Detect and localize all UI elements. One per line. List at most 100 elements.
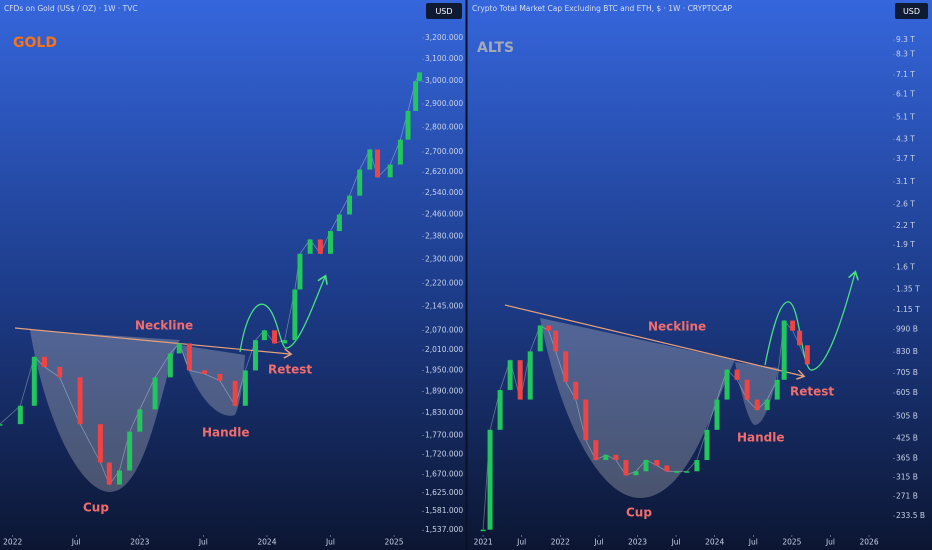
candle [317,239,323,254]
candle [781,320,787,380]
y-tick-label: 2.2 T [896,221,915,230]
x-tick-label: 2026 [860,538,879,547]
candle [31,356,37,406]
candle [623,460,629,476]
x-tick-label: Jul [71,538,81,547]
y-tick-label: 1,581.000 [425,506,463,515]
y-tick-label: 2,300.000 [425,255,463,264]
candle [116,470,122,485]
candle [704,429,710,461]
x-tick-label: Jul [593,538,603,547]
candle [137,409,143,432]
candle [397,139,403,165]
price-line [482,319,808,530]
candle [754,399,760,411]
y-tick-label: 605 B [896,388,918,397]
candle [252,340,258,371]
candle [106,462,112,485]
symbol-label: ALTS [477,40,514,56]
y-tick-label: 1,770.000 [425,430,463,439]
y-tick-label: 1,625.000 [425,488,463,497]
candle [242,370,248,406]
candle [643,460,649,472]
cup-shape [30,330,180,492]
symbol-label: GOLD [13,35,57,51]
x-tick-label: 2025 [782,538,801,547]
y-tick-label: 2,900.000 [425,99,463,108]
x-tick-label: 2022 [3,538,22,547]
candle [297,253,303,290]
candle [77,377,83,425]
candle [744,379,750,400]
y-tick-label: 2,380.000 [425,232,463,241]
y-tick-label: 7.1 T [896,70,915,79]
y-tick-label: 2,220.000 [425,278,463,287]
x-tick-label: Jul [516,538,526,547]
candle [724,369,730,400]
x-tick-label: 2024 [257,538,276,547]
y-tick-label: 3,000.000 [425,76,463,85]
y-tick-label: 1.9 T [896,240,915,249]
annotation: Retest [790,385,834,399]
y-tick-label: 1,890.000 [425,386,463,395]
y-tick-label: 2,620.000 [425,167,463,176]
annotation: Neckline [135,319,193,333]
candle [480,529,486,532]
y-tick-label: 3.1 T [896,177,915,186]
annotation: Handle [202,426,250,440]
y-tick-label: 2,700.000 [425,147,463,156]
annotation: Neckline [648,320,706,334]
y-tick-label: 1.6 T [896,262,915,271]
candle [336,214,342,232]
candle [272,330,278,344]
candle [282,340,288,344]
y-tick-label: 1,830.000 [425,408,463,417]
candle [347,195,353,215]
candle [327,231,333,254]
neckline [504,304,803,376]
y-tick-label: 990 B [896,324,918,333]
candle [416,72,422,82]
candle [603,454,609,461]
y-tick-label: 1,720.000 [425,450,463,459]
annotation: Retest [268,363,312,377]
candle [0,424,3,426]
candle [232,380,238,406]
candle [546,325,552,331]
candle [375,149,381,178]
candle [684,471,690,473]
y-tick-label: 2,800.000 [425,123,463,132]
y-tick-label: 1,670.000 [425,469,463,478]
y-tick-label: 505 B [896,411,918,420]
x-tick-label: 2022 [551,538,570,547]
annotation: Handle [737,431,785,445]
candle [307,239,313,254]
x-tick-label: Jul [325,538,335,547]
candle [497,390,503,430]
candle [517,360,523,400]
candle [553,330,559,352]
candle [202,370,208,374]
y-tick-label: 2,460.000 [425,209,463,218]
y-tick-label: 1,537.000 [425,525,463,534]
candle [57,366,63,378]
candle [664,465,670,472]
y-tick-label: 5.1 T [896,113,915,122]
projection-arrow [764,273,855,371]
y-tick-label: 4.3 T [896,135,915,144]
candle [167,353,173,378]
chart-title: Crypto Total Market Cap Excluding BTC an… [472,4,733,13]
currency-badge [426,3,462,19]
y-tick-label: 2,010.000 [425,345,463,354]
neckline [14,327,290,354]
candle [790,320,796,331]
y-tick-label: 3,100.000 [425,54,463,63]
y-tick-label: 271 B [896,492,918,501]
candle [797,330,803,346]
x-tick-label: 2024 [705,538,724,547]
candle [152,377,158,410]
candle [804,345,810,365]
candle [507,360,513,391]
x-tick-label: 2023 [130,538,149,547]
annotation: Cup [83,501,109,515]
